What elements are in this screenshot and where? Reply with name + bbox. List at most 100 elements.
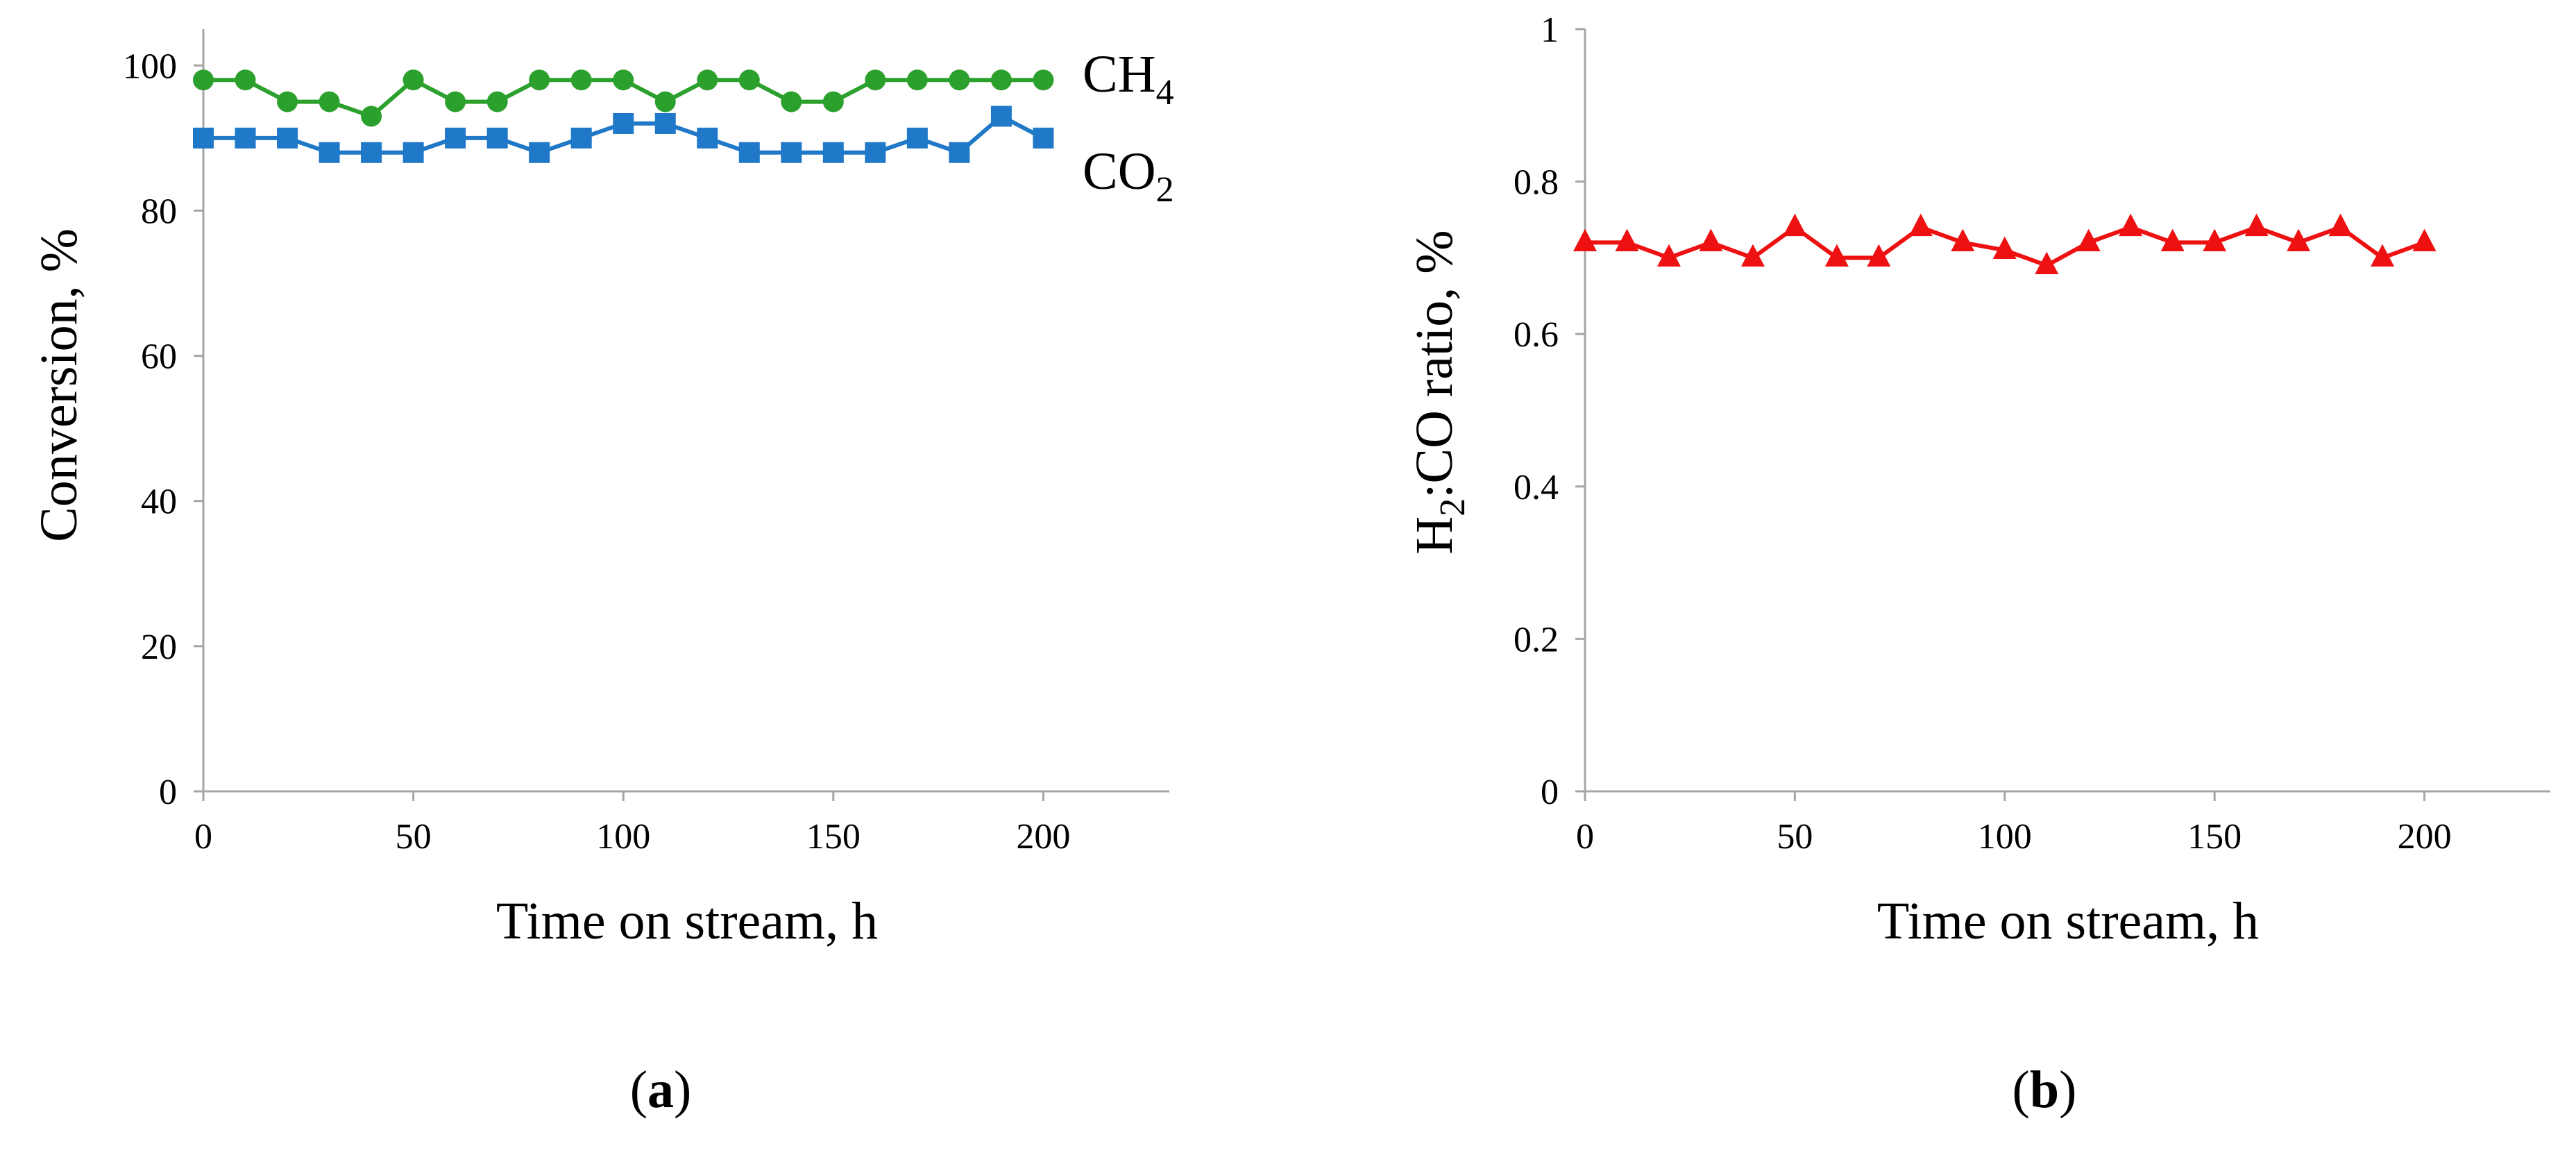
y-tick-label: 0.4 <box>1514 468 1559 507</box>
data-point-co2 <box>865 142 886 163</box>
data-point-co2 <box>529 142 550 163</box>
x-tick-label: 100 <box>1978 817 2032 857</box>
data-point-h2co <box>1573 228 1597 252</box>
data-point-h2co <box>1951 228 1975 252</box>
ch4-series-label: CH4 <box>1083 45 1174 112</box>
data-point-co2 <box>613 112 634 134</box>
panel-a-series <box>193 69 1054 163</box>
data-point-h2co <box>2076 228 2101 252</box>
data-point-ch4 <box>990 69 1012 91</box>
data-point-ch4 <box>822 91 844 112</box>
data-point-co2 <box>235 127 256 149</box>
x-tick-label: 200 <box>1016 817 1070 857</box>
data-point-co2 <box>277 127 298 149</box>
y-tick-label: 40 <box>141 482 177 522</box>
y-tick-label: 0 <box>1541 773 1559 812</box>
data-point-h2co <box>1699 228 1723 252</box>
y-tick-label: 20 <box>141 628 177 667</box>
data-point-ch4 <box>193 69 214 91</box>
data-point-co2 <box>193 127 214 149</box>
panel-a-x-axis-title: Time on stream, h <box>496 892 878 950</box>
data-point-h2co <box>2203 228 2227 252</box>
data-point-ch4 <box>1033 69 1054 91</box>
data-point-ch4 <box>906 69 928 91</box>
y-tick-label: 0.2 <box>1514 620 1559 659</box>
data-point-co2 <box>361 142 382 163</box>
data-point-ch4 <box>613 69 634 91</box>
data-point-ch4 <box>277 91 298 112</box>
data-point-h2co <box>2328 213 2353 237</box>
data-point-ch4 <box>781 91 802 112</box>
data-point-co2 <box>570 127 592 149</box>
data-point-ch4 <box>738 69 760 91</box>
data-point-h2co <box>1867 244 1891 267</box>
panel-b-x-axis-title: Time on stream, h <box>1877 892 2259 950</box>
x-tick-label: 50 <box>396 817 432 857</box>
data-point-co2 <box>990 106 1012 127</box>
data-point-h2co <box>2035 251 2059 274</box>
data-point-h2co <box>2371 244 2395 267</box>
panel-b-tick-labels: 0 50 100 150 200 0 0.2 0.4 0.6 0.8 1 <box>1514 10 2452 857</box>
y-tick-label: 80 <box>141 192 177 231</box>
data-point-co2 <box>1033 127 1054 149</box>
x-tick-label: 100 <box>596 817 650 857</box>
y-tick-label: 0.8 <box>1514 163 1559 203</box>
x-tick-label: 0 <box>1576 817 1594 857</box>
panel-b-axes <box>1575 28 2550 801</box>
x-tick-label: 50 <box>1777 817 1813 857</box>
data-point-h2co <box>2119 213 2143 237</box>
data-point-h2co <box>2287 228 2311 252</box>
y-tick-label: 0 <box>159 773 177 812</box>
data-point-h2co <box>2244 213 2269 237</box>
ch4-label-subscript: 4 <box>1156 73 1174 112</box>
panel-b-chart: 0 50 100 150 200 0 0.2 0.4 0.6 0.8 1 Time on strea… <box>1405 10 2550 1119</box>
data-point-h2co <box>1615 228 1639 252</box>
panel-b-y-title-subscript: 2 <box>1433 498 1473 516</box>
data-point-h2co <box>1783 213 1807 237</box>
data-point-h2co <box>1992 236 2017 260</box>
data-point-ch4 <box>570 69 592 91</box>
x-tick-label: 200 <box>2398 817 2452 857</box>
x-tick-label: 0 <box>194 817 212 857</box>
data-point-co2 <box>486 127 508 149</box>
data-point-co2 <box>445 127 466 149</box>
data-point-ch4 <box>654 91 676 112</box>
data-point-co2 <box>654 112 676 134</box>
panel-b-series <box>1573 213 2437 274</box>
panel-b-y-axis-title: H2:CO ratio, % <box>1405 230 1473 554</box>
data-point-co2 <box>949 142 970 163</box>
y-tick-label: 60 <box>141 337 177 377</box>
data-point-co2 <box>738 142 760 163</box>
data-point-ch4 <box>361 106 382 127</box>
y-tick-label: 0.6 <box>1514 315 1559 355</box>
data-point-ch4 <box>697 69 718 91</box>
co2-series-label: CO2 <box>1083 142 1174 210</box>
panel-a-label: (a) <box>630 1061 692 1119</box>
panel-a-tick-labels: 0 50 100 150 200 0 20 40 60 80 100 <box>123 47 1070 857</box>
data-point-ch4 <box>235 69 256 91</box>
panel-a-chart: 0 50 100 150 200 0 20 40 60 80 100 Time on stream,… <box>30 29 1174 1119</box>
data-point-ch4 <box>865 69 886 91</box>
data-point-co2 <box>697 127 718 149</box>
data-point-h2co <box>1656 244 1681 267</box>
data-point-ch4 <box>949 69 970 91</box>
data-point-ch4 <box>486 91 508 112</box>
data-point-co2 <box>906 127 928 149</box>
data-point-co2 <box>319 142 340 163</box>
co2-label-subscript: 2 <box>1156 170 1174 210</box>
data-point-co2 <box>822 142 844 163</box>
x-tick-label: 150 <box>2187 817 2242 857</box>
data-point-ch4 <box>319 91 340 112</box>
data-point-co2 <box>781 142 802 163</box>
data-point-h2co <box>1908 213 1933 237</box>
data-point-h2co <box>1824 244 1849 267</box>
panel-a-y-axis-title: Conversion, % <box>30 228 88 542</box>
panel-a-axes <box>194 29 1169 801</box>
data-point-h2co <box>1740 244 1765 267</box>
x-tick-label: 150 <box>806 817 861 857</box>
y-tick-label: 1 <box>1541 10 1559 50</box>
data-point-ch4 <box>402 69 424 91</box>
data-point-co2 <box>402 142 424 163</box>
data-point-h2co <box>2160 228 2185 252</box>
